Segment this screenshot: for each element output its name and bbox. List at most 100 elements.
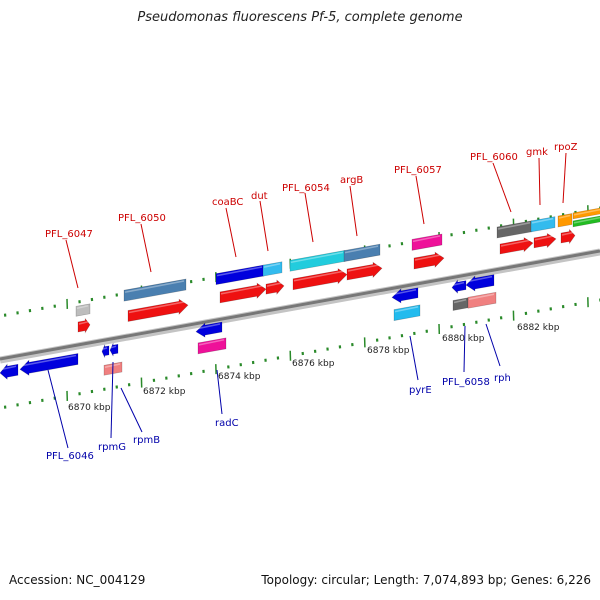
gene-feature	[289, 250, 346, 272]
kbp-label: 6870 kbp	[68, 403, 111, 413]
gene-feature	[346, 261, 383, 281]
gene-feature	[467, 291, 497, 309]
gene-feature	[197, 337, 227, 355]
gene-feature-highlight	[290, 251, 344, 264]
gene-feature-highlight	[0, 365, 17, 371]
gene-feature-highlight	[266, 282, 283, 287]
accession-label: Accession: NC_004129	[9, 573, 146, 587]
gene-feature-highlight	[466, 275, 493, 283]
gene-label-reverse: PFL_6046	[46, 451, 94, 462]
gene-feature	[393, 304, 421, 321]
reverse-gene-labels	[47, 323, 501, 449]
gene-feature	[101, 344, 110, 358]
kbp-label: 6878 kbp	[367, 346, 410, 356]
gene-feature	[572, 207, 600, 220]
kbp-label: 6882 kbp	[517, 323, 560, 333]
label-leader	[415, 175, 425, 225]
gene-feature	[265, 279, 285, 295]
gene-feature-highlight	[344, 245, 379, 254]
gene-label-forward: gmk	[526, 147, 548, 158]
gene-feature-highlight	[500, 239, 532, 247]
gene-feature	[123, 278, 187, 302]
gene-feature-highlight	[573, 216, 600, 224]
gene-feature	[19, 353, 79, 376]
gene-feature-highlight	[452, 281, 465, 286]
gene-feature-highlight	[534, 235, 555, 241]
gene-feature-highlight	[561, 231, 574, 236]
gene-feature	[560, 228, 576, 245]
gene-feature	[413, 251, 445, 270]
gene-feature-highlight	[392, 289, 417, 296]
gene-feature	[530, 216, 556, 233]
gene-feature-highlight	[263, 263, 281, 268]
gene-feature-highlight	[531, 217, 554, 224]
gene-feature	[496, 220, 533, 239]
label-leader	[538, 157, 541, 206]
label-leader	[485, 323, 501, 367]
gene-feature	[572, 215, 600, 228]
gene-label-forward: PFL_6050	[118, 213, 166, 224]
gene-feature-highlight	[78, 321, 89, 325]
map-title: Pseudomonas fluorescens Pf-5, complete g…	[137, 10, 463, 25]
gene-feature	[262, 261, 283, 277]
label-leader	[216, 369, 223, 415]
gene-feature-highlight	[196, 323, 221, 330]
gene-feature-highlight	[347, 264, 381, 272]
label-leader	[259, 200, 269, 252]
label-leader	[349, 185, 358, 237]
gene-feature	[411, 233, 443, 251]
forward-gene-labels	[65, 152, 567, 289]
gene-label-reverse: rpmB	[133, 435, 160, 446]
gene-feature-highlight	[558, 214, 571, 219]
label-leader	[110, 361, 114, 439]
gene-feature-highlight	[110, 345, 117, 349]
gene-features	[0, 207, 600, 380]
gene-feature-highlight	[220, 284, 265, 295]
label-leader	[463, 325, 466, 373]
label-leader	[225, 207, 237, 258]
gene-feature-highlight	[128, 300, 187, 314]
gene-label-reverse: PFL_6058	[442, 377, 490, 388]
gene-feature-highlight	[124, 280, 185, 293]
label-leader	[562, 152, 567, 204]
gene-feature-highlight	[414, 253, 443, 261]
kbp-label: 6880 kbp	[442, 334, 485, 344]
gene-label-reverse: radC	[215, 418, 239, 429]
genome-summary: Topology: circular; Length: 7,074,893 bp…	[261, 573, 591, 587]
kbp-label: 6874 kbp	[218, 372, 261, 382]
gene-label-forward: rpoZ	[554, 142, 578, 153]
gene-feature	[215, 264, 265, 285]
gene-feature	[0, 363, 19, 380]
gene-label-reverse: rph	[494, 373, 511, 384]
gene-label-forward: argB	[340, 175, 363, 186]
gene-feature	[391, 287, 419, 304]
gene-feature	[109, 343, 119, 357]
gene-feature-highlight	[198, 339, 225, 346]
gene-feature-highlight	[453, 299, 467, 304]
gene-label-reverse: rpmG	[98, 442, 126, 453]
gene-feature	[219, 282, 267, 304]
gene-feature-highlight	[76, 305, 89, 310]
label-leader	[140, 223, 152, 273]
gene-feature	[195, 321, 223, 338]
gene-label-forward: PFL_6054	[282, 183, 330, 194]
gene-label-forward: PFL_6060	[470, 152, 518, 163]
kbp-label: 6876 kbp	[292, 359, 335, 369]
genome-backbone-core	[0, 249, 600, 361]
gene-feature	[292, 268, 348, 291]
gene-feature	[77, 317, 91, 334]
gene-label-forward: coaBC	[212, 197, 243, 208]
gene-feature-highlight	[216, 266, 263, 277]
label-leader	[47, 369, 69, 449]
gene-feature-highlight	[573, 208, 600, 216]
gene-feature	[533, 232, 557, 249]
label-leader	[409, 335, 419, 381]
gene-feature	[557, 213, 573, 228]
gene-feature	[75, 303, 91, 317]
gene-feature	[127, 298, 189, 322]
gene-feature	[499, 237, 534, 255]
gene-feature	[343, 243, 381, 262]
label-leader	[304, 192, 314, 243]
gene-feature	[465, 274, 495, 292]
gene-label-forward: PFL_6057	[394, 165, 442, 176]
